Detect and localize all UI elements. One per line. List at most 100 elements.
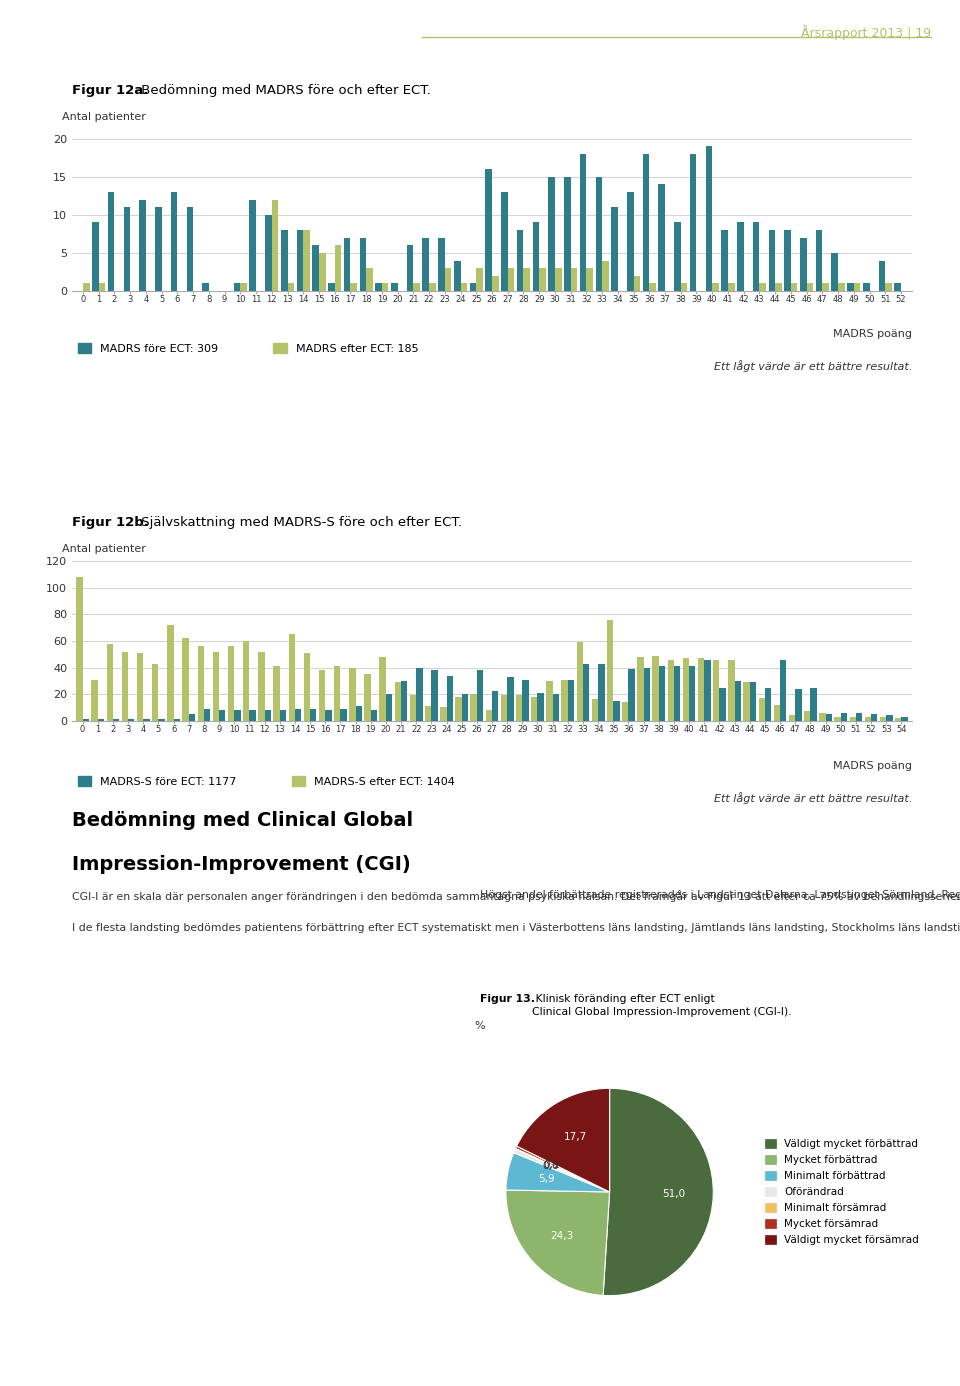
Bar	[774, 705, 780, 721]
Bar	[350, 283, 357, 291]
Bar	[901, 717, 908, 721]
Bar	[303, 653, 310, 721]
Bar	[806, 283, 813, 291]
Bar	[643, 668, 650, 721]
Bar	[139, 200, 146, 291]
Bar	[780, 660, 786, 721]
Bar	[516, 230, 523, 291]
Bar	[152, 664, 158, 721]
Bar	[612, 207, 618, 291]
Legend: Väldigt mycket förbättrad, Mycket förbättrad, Minimalt förbättrad, Oförändrad, M: Väldigt mycket förbättrad, Mycket förbät…	[765, 1139, 919, 1245]
Bar	[734, 681, 741, 721]
Bar	[295, 708, 301, 721]
Bar	[365, 674, 371, 721]
Bar	[712, 283, 719, 291]
Bar	[328, 283, 335, 291]
Bar	[850, 717, 856, 721]
Bar	[863, 283, 870, 291]
Wedge shape	[516, 1146, 610, 1192]
Text: Antal patienter: Antal patienter	[62, 545, 146, 554]
Bar	[486, 169, 492, 291]
Bar	[108, 191, 114, 291]
Bar	[659, 667, 665, 721]
Bar	[431, 671, 438, 721]
Bar	[577, 642, 583, 721]
Bar	[360, 237, 366, 291]
Bar	[627, 191, 634, 291]
Bar	[182, 639, 189, 721]
Bar	[743, 682, 750, 721]
Bar	[841, 712, 847, 721]
Bar	[341, 708, 347, 721]
Bar	[706, 146, 712, 291]
Bar	[122, 651, 128, 721]
Bar	[800, 237, 806, 291]
Text: Bedömning med MADRS före och efter ECT.: Bedömning med MADRS före och efter ECT.	[137, 85, 431, 97]
Bar	[371, 710, 377, 721]
Bar	[228, 646, 234, 721]
Bar	[414, 283, 420, 291]
Bar	[83, 283, 89, 291]
Text: 5,9: 5,9	[539, 1174, 555, 1184]
Bar	[758, 699, 765, 721]
Legend: MADRS före ECT: 309, MADRS efter ECT: 185: MADRS före ECT: 309, MADRS efter ECT: 18…	[78, 344, 419, 353]
Bar	[721, 230, 728, 291]
Bar	[681, 283, 687, 291]
Bar	[303, 230, 310, 291]
Bar	[186, 207, 193, 291]
Bar	[334, 667, 341, 721]
Bar	[310, 708, 317, 721]
Bar	[826, 714, 832, 721]
Bar	[189, 714, 195, 721]
Bar	[804, 711, 810, 721]
Text: Klinisk föränding efter ECT enligt
Clinical Global Impression-Improvement (CGI-I: Klinisk föränding efter ECT enligt Clini…	[532, 994, 791, 1017]
Text: Självskattning med MADRS-S före och efter ECT.: Självskattning med MADRS-S före och efte…	[137, 517, 463, 529]
Bar	[810, 687, 817, 721]
Bar	[847, 283, 853, 291]
Bar	[674, 222, 681, 291]
Bar	[240, 283, 247, 291]
Bar	[689, 667, 695, 721]
Bar	[204, 708, 210, 721]
Bar	[325, 710, 331, 721]
Bar	[287, 283, 294, 291]
Bar	[462, 694, 468, 721]
Bar	[523, 269, 530, 291]
Bar	[759, 283, 766, 291]
Bar	[486, 710, 492, 721]
Bar	[719, 687, 726, 721]
Bar	[823, 283, 828, 291]
Bar	[429, 283, 436, 291]
Bar	[816, 230, 823, 291]
Bar	[516, 696, 522, 721]
Bar	[878, 261, 885, 291]
Text: Figur 12a.: Figur 12a.	[72, 85, 149, 97]
Bar	[440, 707, 446, 721]
Bar	[634, 276, 640, 291]
Bar	[570, 269, 577, 291]
Bar	[629, 669, 635, 721]
Bar	[312, 245, 319, 291]
Text: 24,3: 24,3	[551, 1231, 574, 1240]
Bar	[765, 687, 771, 721]
Bar	[607, 620, 613, 721]
Bar	[297, 230, 303, 291]
Bar	[386, 694, 393, 721]
Bar	[622, 703, 629, 721]
Bar	[865, 717, 871, 721]
Bar	[265, 215, 272, 291]
Bar	[124, 207, 131, 291]
Bar	[319, 252, 325, 291]
Bar	[613, 701, 619, 721]
Bar	[538, 693, 544, 721]
Bar	[395, 682, 401, 721]
Bar	[598, 664, 605, 721]
Bar	[546, 681, 553, 721]
Text: Antal patienter: Antal patienter	[62, 112, 146, 122]
Bar	[477, 671, 483, 721]
Bar	[659, 184, 665, 291]
Bar	[562, 679, 567, 721]
Bar	[856, 712, 862, 721]
Bar	[137, 653, 143, 721]
Bar	[492, 276, 498, 291]
